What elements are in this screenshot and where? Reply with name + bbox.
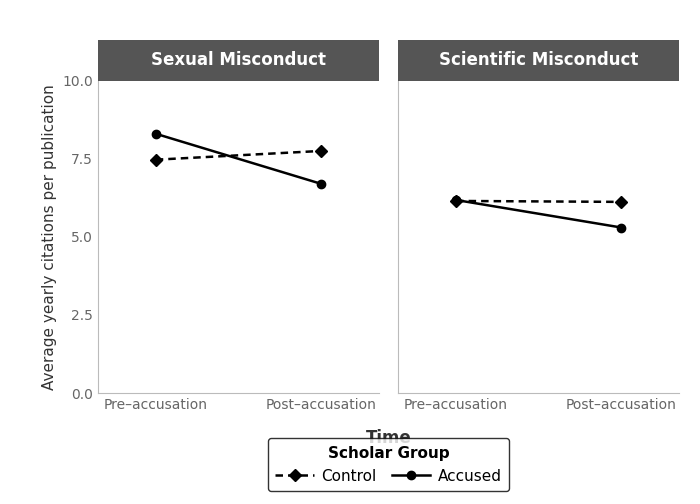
- Text: Time: Time: [365, 429, 412, 448]
- FancyBboxPatch shape: [398, 40, 679, 81]
- Text: Sexual Misconduct: Sexual Misconduct: [150, 51, 326, 70]
- Text: Scientific Misconduct: Scientific Misconduct: [439, 51, 638, 70]
- Legend: Control, Accused: Control, Accused: [268, 438, 509, 491]
- Y-axis label: Average yearly citations per publication: Average yearly citations per publication: [42, 84, 57, 390]
- FancyBboxPatch shape: [98, 40, 379, 81]
